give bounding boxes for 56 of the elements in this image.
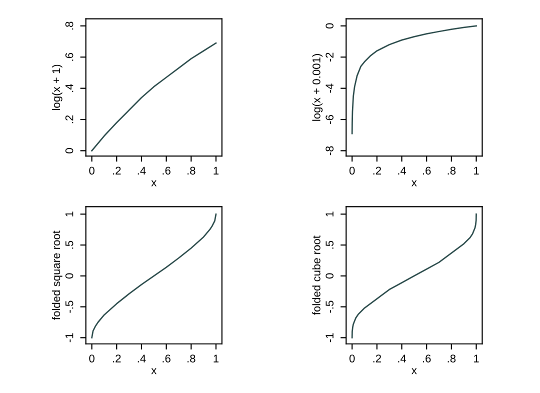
y-axis-title: folded square root [52, 230, 62, 320]
x-tick-label: .8 [188, 166, 196, 175]
x-tick-label: .4 [398, 166, 406, 174]
x-tick-label: .6 [162, 166, 170, 175]
x-tick-label: .2 [373, 166, 382, 174]
line-series [351, 25, 477, 134]
y-tick-label: .8 [65, 22, 74, 30]
x-axis-title: x [151, 180, 157, 186]
x-tick-label: .4 [398, 354, 406, 362]
y-tick-label: -4 [326, 84, 334, 93]
x-tick-label: .8 [448, 354, 456, 362]
x-tick-label: 0 [89, 166, 94, 175]
x-tick-label: .4 [138, 354, 146, 362]
line-series [91, 42, 217, 152]
y-tick-label: 0 [326, 273, 334, 279]
x-tick-label: 1 [214, 354, 219, 362]
y-axis-title: log(x + 0.001) [312, 54, 323, 121]
line-series [351, 213, 477, 338]
x-tick-label: 1 [214, 166, 219, 174]
line-series [91, 213, 217, 338]
y-tick-label: -6 [326, 115, 334, 124]
y-tick-label: 1 [326, 212, 334, 216]
y-tick-label: 0 [65, 148, 74, 154]
x-tick-label: .6 [422, 166, 431, 175]
y-tick-label: -.5 [326, 300, 334, 313]
y-tick-label: .5 [65, 240, 74, 249]
x-tick-label: 0 [349, 166, 355, 175]
y-tick-label: .4 [65, 84, 74, 92]
x-tick-label: .8 [448, 166, 456, 175]
y-tick-label: 0 [326, 23, 334, 29]
x-tick-label: 1 [474, 166, 479, 174]
x-tick-label: .2 [373, 354, 382, 362]
x-axis-title: x [412, 368, 417, 374]
x-tick-label: 0 [349, 354, 355, 362]
x-tick-label: .6 [162, 354, 170, 362]
y-tick-label: .5 [326, 240, 334, 249]
y-tick-label: 1 [65, 212, 74, 216]
y-axis-title: log(x + 1) [52, 64, 62, 110]
y-tick-label: .2 [65, 115, 74, 124]
x-tick-label: .8 [188, 354, 196, 362]
x-tick-label: .2 [113, 166, 121, 174]
y-tick-label: -8 [326, 146, 334, 156]
y-tick-label: -1 [326, 333, 334, 342]
x-tick-label: .6 [422, 354, 431, 362]
x-tick-label: 1 [474, 354, 479, 362]
y-tick-label: .6 [65, 52, 74, 61]
x-tick-label: .2 [113, 354, 121, 362]
y-tick-label: 0 [65, 273, 74, 279]
y-tick-label: -.5 [65, 300, 74, 313]
x-axis-title: x [412, 180, 417, 186]
x-axis-title: x [151, 368, 157, 374]
y-axis-title: folded cube root [312, 236, 320, 315]
y-tick-label: -2 [326, 52, 334, 62]
x-tick-label: 0 [89, 354, 94, 362]
x-tick-label: .4 [138, 166, 146, 174]
y-tick-label: -1 [65, 333, 74, 342]
